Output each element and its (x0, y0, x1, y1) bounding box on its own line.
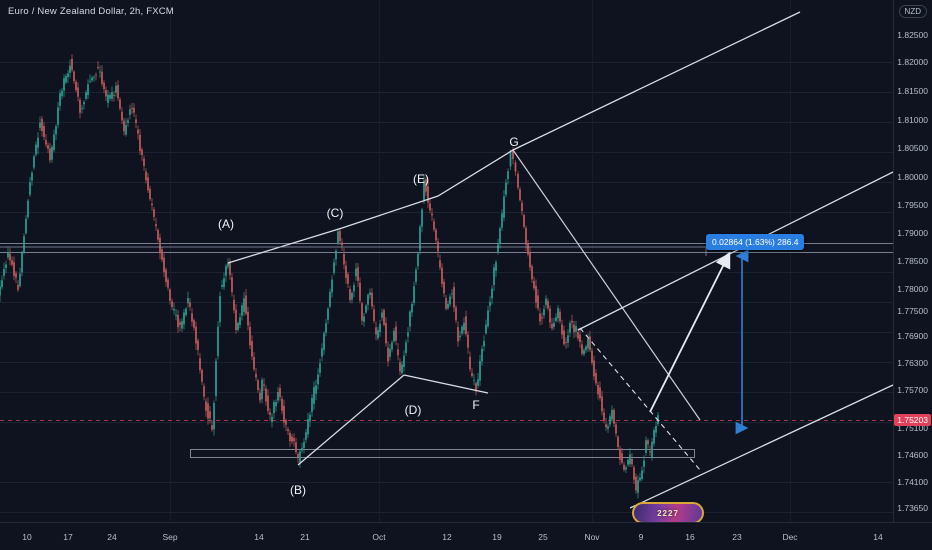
brand-watermark-badge: 2227 (632, 502, 704, 522)
time-tick-label: 9 (638, 532, 644, 542)
time-axis[interactable]: 10 17 24 Sep 14 21 Oct 12 19 25 Nov 9 16… (0, 522, 932, 550)
price-axis[interactable]: NZD 1.82500 1.82000 1.81500 1.81000 1.80… (893, 0, 932, 522)
price-tick-label: 1.82000 (897, 57, 928, 67)
current-price-badge: 1.75203 (894, 414, 931, 426)
price-tick-label: 1.74600 (897, 450, 928, 460)
price-tick-label: 1.76900 (897, 331, 928, 341)
price-tick-label: 1.75100 (897, 423, 928, 433)
gridline-horizontal (0, 422, 893, 423)
time-tick-label: 23 (732, 532, 742, 542)
wave-label-d: (D) (404, 403, 422, 417)
price-tick-label: 1.77500 (897, 306, 928, 316)
price-tick-label: 1.81000 (897, 115, 928, 125)
gridline-horizontal (0, 62, 893, 63)
descending-trendline-from-g (512, 149, 701, 421)
projection-arrow (649, 251, 731, 413)
gridline-vertical (170, 0, 171, 522)
time-tick-label: Nov (584, 532, 600, 542)
candlestick-series (0, 54, 659, 499)
gridline-horizontal (0, 92, 893, 93)
time-tick-label: 14 (873, 532, 883, 542)
time-tick-label: 25 (538, 532, 548, 542)
time-tick-label: 19 (492, 532, 502, 542)
price-tick-label: 1.78500 (897, 256, 928, 266)
time-tick-label: 14 (254, 532, 264, 542)
gridline-vertical (790, 0, 791, 522)
time-tick-label: 17 (63, 532, 73, 542)
time-tick-label: 16 (685, 532, 695, 542)
price-plot-area[interactable]: (A) (B) (C) (D) (E) F G 0.02864 (1.63%) … (0, 0, 893, 522)
gridline-horizontal (0, 212, 893, 213)
lower-channel-line (629, 384, 893, 509)
symbol-title[interactable]: Euro / New Zealand Dollar, 2h, FXCM (8, 6, 174, 17)
gridline-horizontal (0, 512, 893, 513)
time-tick-label: 10 (22, 532, 32, 542)
time-tick-label: 24 (107, 532, 117, 542)
time-tick-label: 12 (442, 532, 452, 542)
wave-label-g: G (509, 135, 519, 149)
gridline-horizontal (0, 272, 893, 273)
gridline-horizontal (0, 362, 893, 363)
price-tick-label: 1.74100 (897, 477, 928, 487)
gridline-horizontal (0, 482, 893, 483)
price-tick-label: 1.73650 (897, 503, 928, 513)
wave-label-b: (B) (290, 483, 306, 497)
price-tick-label: 1.80000 (897, 172, 928, 182)
price-tick-label: 1.78000 (897, 284, 928, 294)
gridline-vertical (592, 0, 593, 522)
resistance-line-lower[interactable] (0, 252, 893, 253)
support-zone-box[interactable] (190, 449, 695, 458)
gridline-horizontal (0, 122, 893, 123)
drawing-tools-overlay (0, 11, 893, 509)
gridline-horizontal (0, 332, 893, 333)
price-tick-label: 1.81500 (897, 86, 928, 96)
price-tick-label: 1.79500 (897, 200, 928, 210)
gridline-horizontal (0, 152, 893, 153)
wave-label-f: F (472, 398, 480, 412)
current-price-line (0, 420, 893, 421)
currency-badge: NZD (898, 5, 927, 18)
wave-label-e: (E) (413, 172, 429, 186)
time-tick-label: Oct (372, 532, 386, 542)
price-tick-label: 1.82500 (897, 30, 928, 40)
gridline-horizontal (0, 302, 893, 303)
time-tick-label: Dec (782, 532, 798, 542)
brand-watermark-text: 2227 (657, 508, 679, 518)
time-tick-label: Sep (162, 532, 178, 542)
measurement-tooltip[interactable]: 0.02864 (1.63%) 286.4 (706, 234, 805, 250)
wave-label-a: (A) (218, 217, 234, 231)
upper-channel-line (577, 171, 893, 331)
price-tick-label: 1.80500 (897, 143, 928, 153)
gridline-horizontal (0, 182, 893, 183)
time-tick-label: 21 (300, 532, 310, 542)
gridline-horizontal (0, 392, 893, 393)
price-tick-label: 1.76300 (897, 358, 928, 368)
gridline-vertical (379, 0, 380, 522)
wave-label-c: (C) (326, 206, 344, 220)
price-tick-label: 1.79000 (897, 228, 928, 238)
price-tick-label: 1.75700 (897, 385, 928, 395)
